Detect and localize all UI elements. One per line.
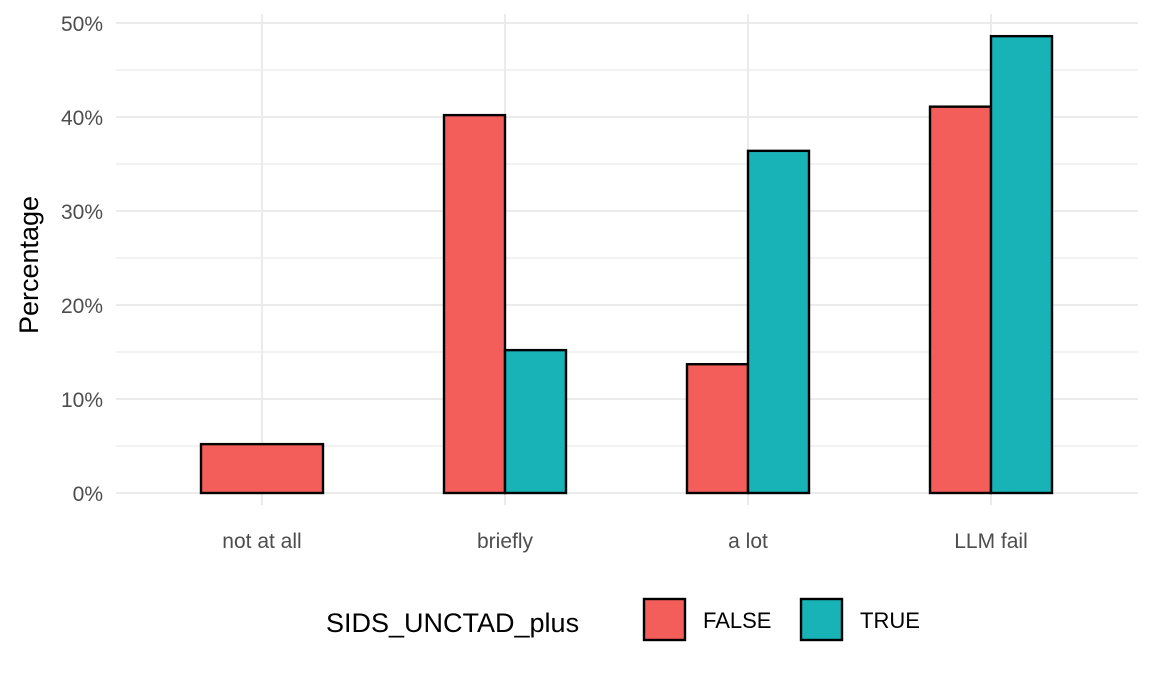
legend: SIDS_UNCTAD_plus FALSE TRUE (326, 597, 920, 642)
y-tick-label: 50% (61, 13, 103, 36)
bar-true-3 (989, 34, 1054, 495)
x-tick-label: briefly (477, 530, 534, 553)
legend-key-false (642, 597, 687, 642)
x-tick-label: a lot (728, 530, 768, 553)
y-tick-label: 10% (61, 389, 103, 412)
bar-true-1 (503, 348, 568, 495)
bar-false-1 (442, 113, 507, 495)
y-tick-labels: 0% 10% 20% 30% 40% 50% (61, 13, 103, 506)
bars (199, 34, 1054, 495)
x-tick-label: not at all (222, 530, 301, 553)
legend-label-true: TRUE (860, 608, 920, 633)
legend-title: SIDS_UNCTAD_plus (326, 608, 579, 638)
x-tick-labels: not at all briefly a lot LLM fail (222, 530, 1027, 553)
bar-true-2 (746, 149, 811, 495)
y-tick-label: 0% (73, 483, 103, 506)
bar-false-0 (199, 442, 325, 495)
y-axis-title: Percentage (14, 196, 44, 334)
x-tick-label: LLM fail (954, 530, 1028, 553)
y-tick-label: 20% (61, 295, 103, 318)
bar-false-2 (685, 363, 750, 495)
legend-key-true (799, 597, 844, 642)
y-tick-label: 40% (61, 107, 103, 130)
y-tick-label: 30% (61, 201, 103, 224)
bar-false-3 (928, 105, 993, 495)
legend-label-false: FALSE (703, 608, 771, 633)
